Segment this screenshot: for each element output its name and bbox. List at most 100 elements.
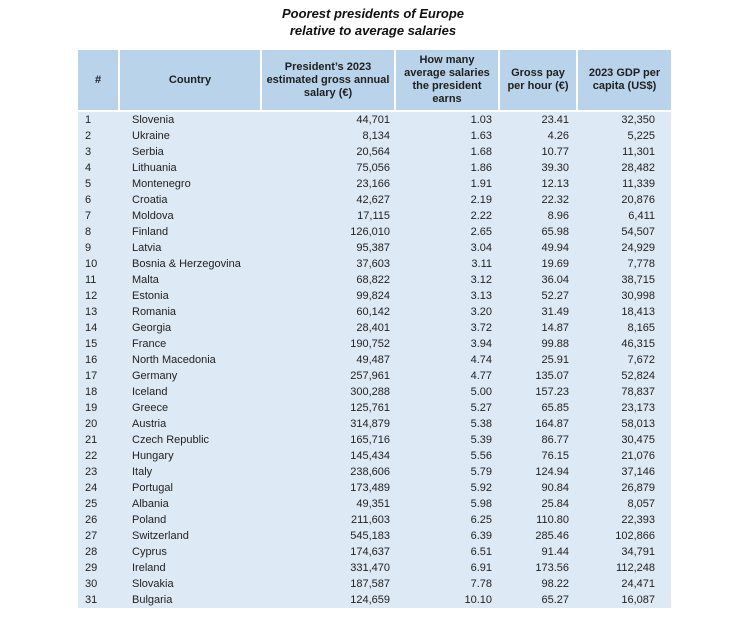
cell-country: Bulgaria: [120, 592, 262, 608]
cell-gross-pay: 285.46: [500, 528, 578, 544]
cell-gdp-per-capita: 6,411: [578, 208, 671, 224]
table-row: 16 North Macedonia 49,487 4.74 25.91 7,672: [78, 352, 671, 368]
cell-rank: 16: [78, 352, 120, 368]
cell-salary-multiple: 5.98: [396, 496, 500, 512]
cell-salary: 99,824: [262, 288, 396, 304]
cell-salary: 174,637: [262, 544, 396, 560]
cell-rank: 21: [78, 432, 120, 448]
header-row: # Country President’s 2023 estimated gross…: [78, 50, 671, 112]
cell-country: Croatia: [120, 192, 262, 208]
table-row: 3 Serbia 20,564 1.68 10.77 11,301: [78, 144, 671, 160]
cell-country: North Macedonia: [120, 352, 262, 368]
cell-gross-pay: 14.87: [500, 320, 578, 336]
column-header-gross-pay: Gross pay per hour (€): [500, 50, 578, 112]
table-row: 21 Czech Republic 165,716 5.39 86.77 30,475: [78, 432, 671, 448]
cell-country: Moldova: [120, 208, 262, 224]
table-row: 19 Greece 125,761 5.27 65.85 23,173: [78, 400, 671, 416]
cell-gross-pay: 173.56: [500, 560, 578, 576]
cell-gross-pay: 52.27: [500, 288, 578, 304]
cell-gross-pay: 22.32: [500, 192, 578, 208]
cell-salary: 125,761: [262, 400, 396, 416]
cell-gross-pay: 135.07: [500, 368, 578, 384]
cell-country: Hungary: [120, 448, 262, 464]
cell-gdp-per-capita: 18,413: [578, 304, 671, 320]
cell-rank: 1: [78, 112, 120, 128]
cell-gross-pay: 12.13: [500, 176, 578, 192]
table-row: 20 Austria 314,879 5.38 164.87 58,013: [78, 416, 671, 432]
cell-salary-multiple: 1.68: [396, 144, 500, 160]
cell-rank: 19: [78, 400, 120, 416]
cell-gdp-per-capita: 23,173: [578, 400, 671, 416]
page: Poorest presidents of Europe relative to…: [78, 6, 671, 608]
cell-gdp-per-capita: 37,146: [578, 464, 671, 480]
cell-rank: 14: [78, 320, 120, 336]
column-header-country: Country: [120, 50, 262, 112]
column-header-rank: #: [78, 50, 120, 112]
cell-salary: 23,166: [262, 176, 396, 192]
cell-salary: 60,142: [262, 304, 396, 320]
cell-country: Italy: [120, 464, 262, 480]
cell-salary: 8,134: [262, 128, 396, 144]
cell-salary-multiple: 5.56: [396, 448, 500, 464]
cell-salary-multiple: 3.20: [396, 304, 500, 320]
cell-country: Ireland: [120, 560, 262, 576]
cell-salary: 173,489: [262, 480, 396, 496]
cell-salary: 37,603: [262, 256, 396, 272]
cell-rank: 20: [78, 416, 120, 432]
cell-rank: 11: [78, 272, 120, 288]
cell-salary-multiple: 6.91: [396, 560, 500, 576]
cell-gdp-per-capita: 11,301: [578, 144, 671, 160]
cell-salary-multiple: 5.39: [396, 432, 500, 448]
cell-salary-multiple: 3.72: [396, 320, 500, 336]
table-row: 28 Cyprus 174,637 6.51 91.44 34,791: [78, 544, 671, 560]
cell-country: Poland: [120, 512, 262, 528]
cell-salary: 165,716: [262, 432, 396, 448]
cell-salary: 44,701: [262, 112, 396, 128]
cell-gdp-per-capita: 112,248: [578, 560, 671, 576]
table-row: 22 Hungary 145,434 5.56 76.15 21,076: [78, 448, 671, 464]
cell-gdp-per-capita: 38,715: [578, 272, 671, 288]
cell-gross-pay: 99.88: [500, 336, 578, 352]
cell-rank: 7: [78, 208, 120, 224]
title-line-1: Poorest presidents of Europe: [281, 6, 465, 21]
cell-gdp-per-capita: 58,013: [578, 416, 671, 432]
cell-salary-multiple: 3.94: [396, 336, 500, 352]
cell-rank: 8: [78, 224, 120, 240]
column-header-salary: President’s 2023 estimated gross annual …: [262, 50, 396, 112]
cell-salary: 126,010: [262, 224, 396, 240]
cell-gdp-per-capita: 32,350: [578, 112, 671, 128]
cell-salary-multiple: 1.63: [396, 128, 500, 144]
table-row: 8 Finland 126,010 2.65 65.98 54,507: [78, 224, 671, 240]
cell-country: France: [120, 336, 262, 352]
cell-gdp-per-capita: 22,393: [578, 512, 671, 528]
cell-gross-pay: 91.44: [500, 544, 578, 560]
cell-country: Cyprus: [120, 544, 262, 560]
cell-salary: 68,822: [262, 272, 396, 288]
table-body: 1 Slovenia 44,701 1.03 23.41 32,350 2 Ukraine 8,…: [78, 112, 671, 608]
cell-salary-multiple: 5.79: [396, 464, 500, 480]
table-row: 30 Slovakia 187,587 7.78 98.22 24,471: [78, 576, 671, 592]
table-row: 5 Montenegro 23,166 1.91 12.13 11,339: [78, 176, 671, 192]
cell-rank: 15: [78, 336, 120, 352]
cell-gdp-per-capita: 5,225: [578, 128, 671, 144]
cell-gdp-per-capita: 46,315: [578, 336, 671, 352]
table-row: 4 Lithuania 75,056 1.86 39.30 28,482: [78, 160, 671, 176]
cell-salary: 28,401: [262, 320, 396, 336]
table-row: 27 Switzerland 545,183 6.39 285.46 102,866: [78, 528, 671, 544]
cell-rank: 17: [78, 368, 120, 384]
cell-gdp-per-capita: 52,824: [578, 368, 671, 384]
cell-salary-multiple: 2.22: [396, 208, 500, 224]
cell-gross-pay: 31.49: [500, 304, 578, 320]
cell-gdp-per-capita: 20,876: [578, 192, 671, 208]
cell-gross-pay: 10.77: [500, 144, 578, 160]
cell-rank: 27: [78, 528, 120, 544]
cell-salary-multiple: 6.39: [396, 528, 500, 544]
cell-country: Portugal: [120, 480, 262, 496]
cell-rank: 9: [78, 240, 120, 256]
cell-gdp-per-capita: 16,087: [578, 592, 671, 608]
cell-gdp-per-capita: 54,507: [578, 224, 671, 240]
table-row: 26 Poland 211,603 6.25 110.80 22,393: [78, 512, 671, 528]
presidents-table: # Country President’s 2023 estimated gross…: [78, 50, 671, 608]
cell-gross-pay: 90.84: [500, 480, 578, 496]
table-row: 2 Ukraine 8,134 1.63 4.26 5,225: [78, 128, 671, 144]
